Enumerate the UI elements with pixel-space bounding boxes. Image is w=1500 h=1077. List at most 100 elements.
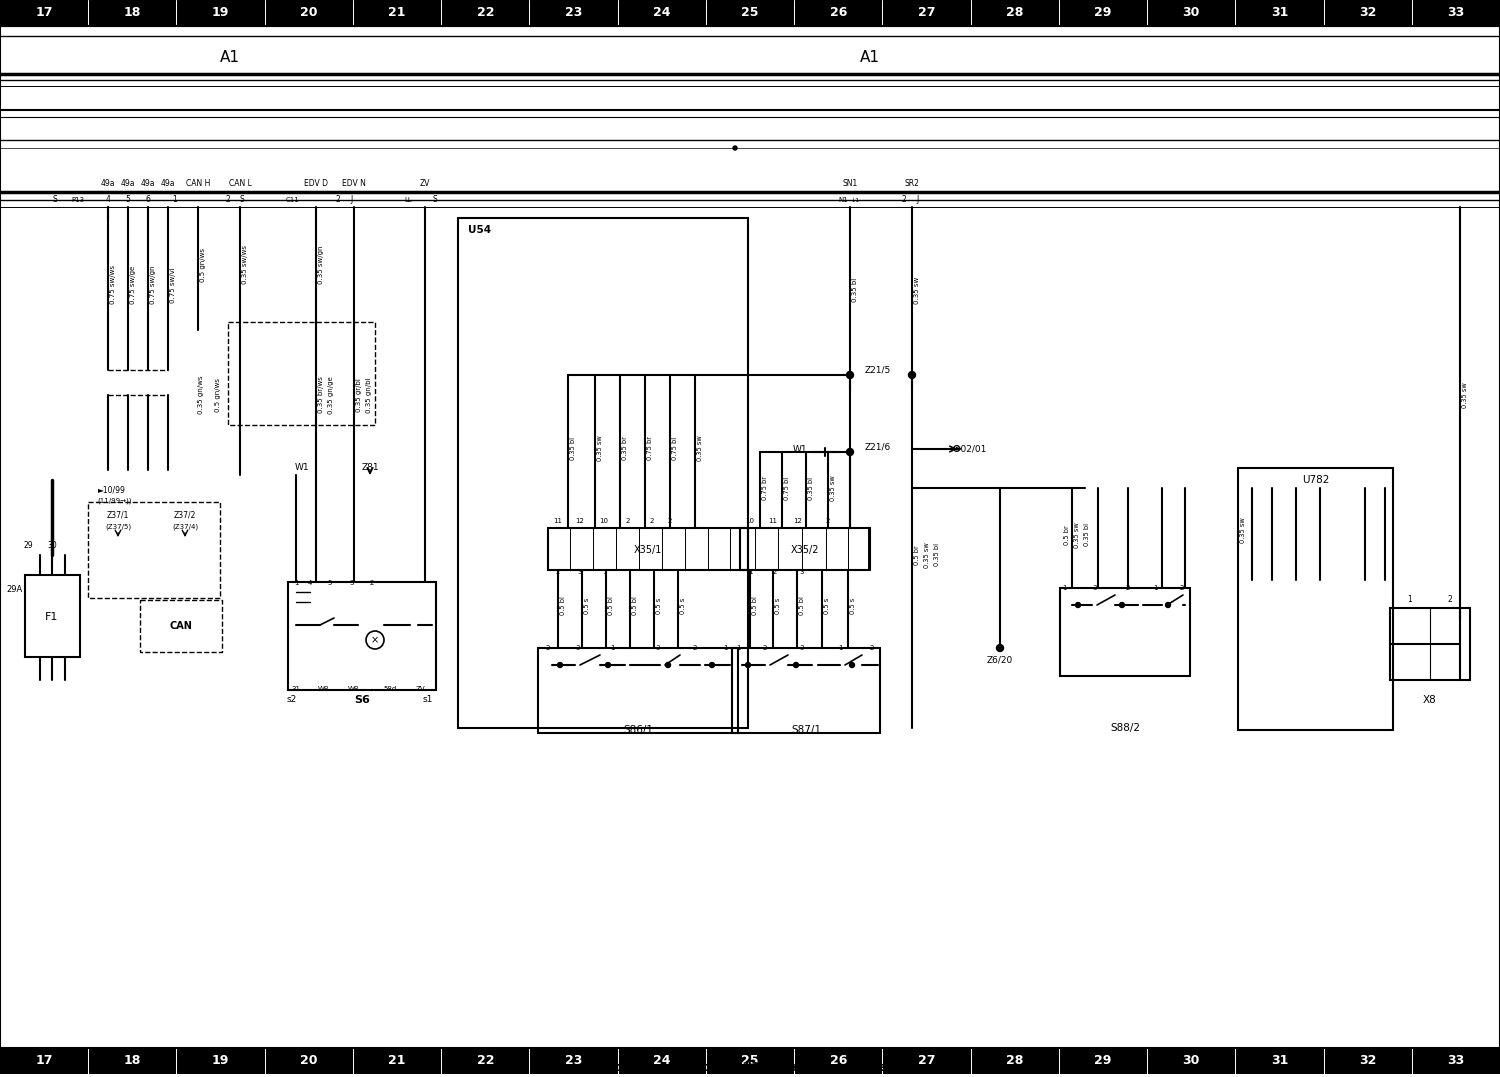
Circle shape — [909, 372, 915, 378]
Text: 23: 23 — [566, 6, 582, 19]
Text: LL: LL — [404, 197, 412, 202]
Text: 1: 1 — [609, 645, 615, 651]
Text: ➒02/01: ➒02/01 — [954, 445, 987, 453]
Text: 21: 21 — [388, 6, 406, 19]
Text: 0.35 gn/ws: 0.35 gn/ws — [198, 376, 204, 415]
Text: 2: 2 — [370, 581, 374, 586]
Text: 22: 22 — [477, 1054, 494, 1067]
Text: U782: U782 — [1302, 475, 1329, 485]
Text: 0.35 br/ws: 0.35 br/ws — [318, 377, 324, 414]
Text: 0.75 sw/vi: 0.75 sw/vi — [170, 267, 176, 303]
Text: 3: 3 — [800, 645, 804, 651]
Text: SR2: SR2 — [904, 179, 920, 187]
Text: 2: 2 — [1448, 596, 1452, 604]
Text: 3: 3 — [656, 645, 660, 651]
Text: 31: 31 — [1270, 6, 1288, 19]
Text: 29: 29 — [1095, 6, 1112, 19]
Text: 2: 2 — [827, 518, 830, 524]
Text: 1: 1 — [1152, 585, 1158, 591]
Text: S6: S6 — [354, 695, 370, 705]
Text: 0.35 sw: 0.35 sw — [698, 435, 703, 461]
Text: 0.75 sw/gn: 0.75 sw/gn — [150, 266, 156, 304]
Text: J: J — [916, 196, 920, 205]
Text: 28: 28 — [1007, 1054, 1023, 1067]
Text: 2: 2 — [870, 645, 874, 651]
Text: 2: 2 — [626, 518, 630, 524]
Text: X8: X8 — [1424, 695, 1437, 705]
Text: 0.75 bl: 0.75 bl — [784, 476, 790, 500]
Bar — [538, 648, 738, 733]
Text: 19: 19 — [211, 6, 230, 19]
Text: 28: 28 — [1007, 6, 1023, 19]
Text: 32: 32 — [1359, 6, 1377, 19]
Text: 17: 17 — [36, 6, 52, 19]
Text: 30: 30 — [46, 541, 57, 549]
Text: CAN: CAN — [170, 621, 192, 631]
Text: 1: 1 — [172, 196, 177, 205]
Text: W1: W1 — [792, 445, 807, 453]
Text: 49a: 49a — [141, 179, 156, 187]
Circle shape — [558, 662, 562, 668]
Circle shape — [996, 644, 1004, 652]
Text: 31: 31 — [1270, 1054, 1288, 1067]
Text: 2: 2 — [902, 196, 906, 205]
Text: 20: 20 — [300, 1054, 318, 1067]
Text: 6: 6 — [146, 196, 150, 205]
Text: 0.5 gn/ws: 0.5 gn/ws — [214, 378, 220, 412]
Text: 22: 22 — [477, 6, 494, 19]
Text: 24: 24 — [652, 1054, 670, 1067]
Text: 0.75 sw/ge: 0.75 sw/ge — [130, 266, 136, 304]
Text: 5: 5 — [126, 196, 130, 205]
Text: 2: 2 — [772, 569, 777, 575]
Text: 12: 12 — [576, 518, 585, 524]
Text: 1: 1 — [747, 569, 752, 575]
Text: 0.5 s: 0.5 s — [776, 598, 782, 614]
Text: P13: P13 — [72, 197, 84, 202]
Text: 0.35 bl: 0.35 bl — [852, 278, 858, 303]
Text: (Z37/5): (Z37/5) — [105, 523, 130, 530]
Text: 0.35 sw: 0.35 sw — [924, 542, 930, 568]
Circle shape — [710, 662, 714, 668]
Text: 0.35 br: 0.35 br — [622, 436, 628, 460]
Text: ×: × — [370, 635, 380, 645]
Text: 4: 4 — [105, 196, 111, 205]
Circle shape — [846, 372, 853, 378]
Text: 58d: 58d — [384, 686, 396, 693]
Text: 1: 1 — [723, 645, 728, 651]
Circle shape — [794, 662, 798, 668]
Text: 0.5 s: 0.5 s — [680, 598, 686, 614]
Text: 2: 2 — [764, 645, 766, 651]
Text: S: S — [432, 196, 438, 205]
Text: 23: 23 — [566, 1054, 582, 1067]
Text: Z6/20: Z6/20 — [987, 656, 1012, 665]
Text: 2: 2 — [1126, 585, 1130, 591]
Text: ZV: ZV — [416, 686, 424, 693]
Text: 0.5 s: 0.5 s — [824, 598, 830, 614]
Text: C11: C11 — [285, 197, 298, 202]
Text: EDV N: EDV N — [342, 179, 366, 187]
Text: Z81: Z81 — [362, 463, 380, 473]
Text: 3: 3 — [578, 569, 582, 575]
Text: 0.35 gn/ge: 0.35 gn/ge — [328, 376, 334, 414]
Text: 20: 20 — [300, 6, 318, 19]
Text: EDV D: EDV D — [304, 179, 328, 187]
Text: 3: 3 — [1092, 585, 1096, 591]
Text: 0.5 bl: 0.5 bl — [608, 597, 613, 615]
Bar — [1238, 468, 1394, 730]
Text: 1: 1 — [1407, 596, 1413, 604]
Circle shape — [1166, 602, 1170, 607]
Text: 17: 17 — [36, 1054, 52, 1067]
Text: 1: 1 — [602, 569, 606, 575]
Text: 29: 29 — [1095, 1054, 1112, 1067]
Text: S: S — [53, 196, 57, 205]
Text: 2: 2 — [1180, 585, 1184, 591]
Text: 0.5 bl: 0.5 bl — [800, 597, 806, 615]
Circle shape — [1076, 602, 1080, 607]
Text: 25: 25 — [741, 1054, 759, 1067]
Text: 0.35 sw: 0.35 sw — [914, 277, 920, 304]
Bar — [1390, 609, 1470, 680]
Text: 2: 2 — [546, 645, 550, 651]
Text: 0.35 sw: 0.35 sw — [597, 435, 603, 461]
Text: 0.35 sw: 0.35 sw — [1240, 517, 1246, 543]
Text: 0.5 br: 0.5 br — [1064, 526, 1070, 545]
